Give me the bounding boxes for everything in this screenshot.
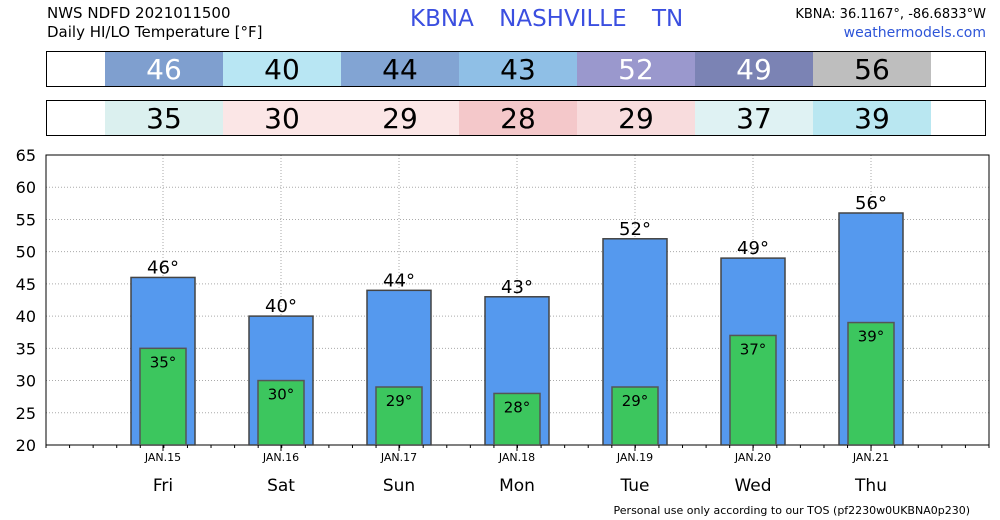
low-temp-cell: 29 <box>577 101 695 135</box>
y-tick-label: 60 <box>16 178 36 197</box>
x-day-label: Mon <box>499 476 535 496</box>
x-day-label: Tue <box>619 476 649 496</box>
chart-header-left: NWS NDFD 2021011500 Daily HI/LO Temperat… <box>47 4 263 42</box>
low-temp-label: 37° <box>740 340 767 358</box>
y-tick-label: 35 <box>16 339 36 358</box>
x-date-label: JAN.15 <box>144 451 181 464</box>
y-tick-label: 45 <box>16 275 36 294</box>
model-run-label: NWS NDFD 2021011500 <box>47 4 231 22</box>
station-title: KBNA NASHVILLE TN <box>410 6 697 32</box>
low-temp-label: 35° <box>150 353 177 371</box>
chart-title: Daily HI/LO Temperature [°F] <box>47 23 263 41</box>
x-date-label: JAN.20 <box>734 451 771 464</box>
low-temp-label: 29° <box>386 392 413 410</box>
x-date-label: JAN.17 <box>380 451 417 464</box>
high-temp-label: 56° <box>855 193 887 214</box>
high-temp-cell: 40 <box>223 52 341 86</box>
high-temp-cell: 46 <box>105 52 223 86</box>
high-temp-cell: 49 <box>695 52 813 86</box>
high-temp-label: 52° <box>619 219 651 240</box>
x-date-label: JAN.19 <box>616 451 653 464</box>
city-name: NASHVILLE <box>499 6 627 32</box>
y-tick-label: 65 <box>16 146 36 165</box>
low-temp-label: 39° <box>858 328 885 346</box>
low-temp-bar <box>257 379 305 446</box>
station-id: KBNA <box>410 6 474 32</box>
chart-header-right: KBNA: 36.1167°, -86.6833°W weathermodels… <box>795 5 986 43</box>
x-day-label: Sat <box>267 476 295 496</box>
low-temp-cell: 28 <box>459 101 577 135</box>
low-temp-cell: 39 <box>813 101 931 135</box>
x-day-label: Sun <box>383 476 415 496</box>
high-temp-cell: 44 <box>341 52 459 86</box>
high-temp-cell: 52 <box>577 52 695 86</box>
y-tick-label: 30 <box>16 372 36 391</box>
low-temp-label: 28° <box>504 398 531 416</box>
low-temp-cell: 35 <box>105 101 223 135</box>
low-temp-cell: 37 <box>695 101 813 135</box>
y-tick-label: 50 <box>16 243 36 262</box>
low-temp-bar <box>611 386 659 446</box>
station-coords: KBNA: 36.1167°, -86.6833°W <box>795 7 986 22</box>
low-temp-bar <box>493 392 541 446</box>
site-link[interactable]: weathermodels.com <box>843 25 986 41</box>
high-temp-cell: 43 <box>459 52 577 86</box>
low-temp-strip: 35 30 29 28 29 37 39 <box>46 100 986 136</box>
high-temp-cell: 56 <box>813 52 931 86</box>
x-date-label: JAN.16 <box>262 451 299 464</box>
x-day-label: Fri <box>153 476 173 496</box>
low-temp-label: 30° <box>268 386 295 404</box>
x-day-label: Wed <box>734 476 771 496</box>
high-temp-label: 46° <box>147 257 179 278</box>
low-temp-cell: 30 <box>223 101 341 135</box>
high-temp-label: 49° <box>737 238 769 259</box>
x-date-label: JAN.21 <box>852 451 889 464</box>
high-temp-label: 43° <box>501 277 533 298</box>
low-temp-bar <box>375 386 423 446</box>
y-tick-label: 40 <box>16 307 36 326</box>
high-temp-strip: 46 40 44 43 52 49 56 <box>46 51 986 87</box>
low-temp-bar <box>139 347 187 446</box>
high-temp-label: 40° <box>265 296 297 317</box>
y-tick-label: 55 <box>16 210 36 229</box>
high-temp-label: 44° <box>383 270 415 291</box>
state-name: TN <box>651 6 684 32</box>
x-day-label: Thu <box>854 476 887 496</box>
low-temp-label: 29° <box>622 392 649 410</box>
y-tick-label: 25 <box>16 404 36 423</box>
x-date-label: JAN.18 <box>498 451 535 464</box>
low-temp-bar <box>847 321 895 446</box>
footer-note: Personal use only according to our TOS (… <box>613 504 970 517</box>
low-temp-cell: 29 <box>341 101 459 135</box>
y-tick-label: 20 <box>16 436 36 455</box>
